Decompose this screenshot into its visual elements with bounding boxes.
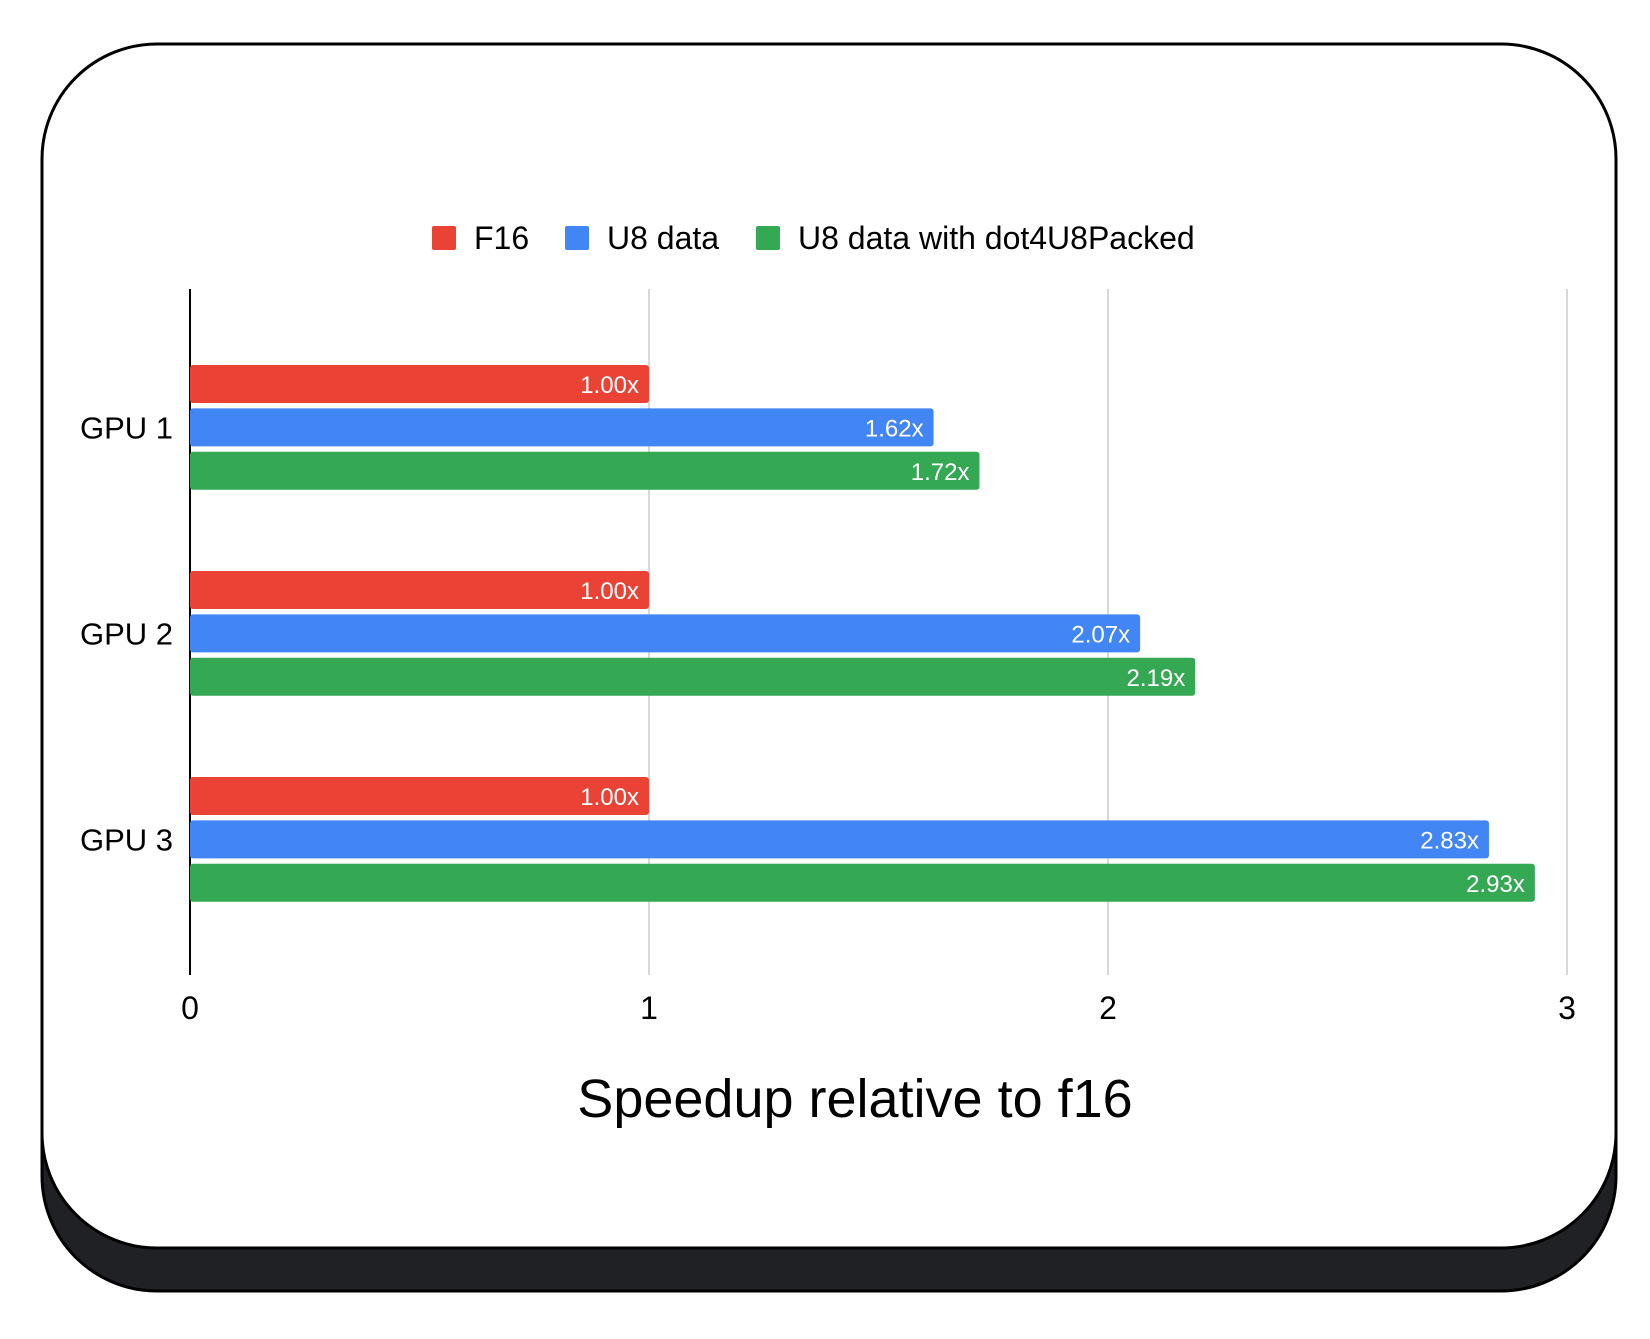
x-tick-label: 2 bbox=[1099, 990, 1117, 1026]
legend-label: U8 data bbox=[607, 220, 719, 256]
bar bbox=[190, 408, 934, 447]
category-label: GPU 1 bbox=[80, 410, 173, 445]
data-label: 1.72x bbox=[911, 459, 970, 486]
bar bbox=[190, 365, 649, 403]
data-label: 1.00x bbox=[580, 372, 639, 399]
x-tick-label: 3 bbox=[1558, 990, 1576, 1026]
bar bbox=[190, 820, 1489, 859]
legend-swatch bbox=[756, 226, 780, 250]
data-label: 1.62x bbox=[865, 415, 924, 442]
x-tick-label: 0 bbox=[181, 990, 199, 1026]
data-label: 1.00x bbox=[580, 578, 639, 605]
bar bbox=[190, 451, 980, 490]
category-label: GPU 3 bbox=[80, 822, 173, 857]
legend-label: U8 data with dot4U8Packed bbox=[798, 220, 1195, 256]
legend-swatch bbox=[432, 226, 456, 250]
x-tick-label: 1 bbox=[640, 990, 658, 1026]
bar bbox=[190, 777, 649, 815]
bar bbox=[190, 657, 1196, 696]
bar bbox=[190, 614, 1141, 653]
data-label: 2.83x bbox=[1420, 827, 1479, 854]
legend-label: F16 bbox=[474, 220, 529, 256]
x-axis-title: Speedup relative to f16 bbox=[577, 1069, 1132, 1129]
legend-swatch bbox=[565, 226, 589, 250]
bar bbox=[190, 571, 649, 609]
data-label: 2.19x bbox=[1126, 665, 1185, 692]
data-label: 1.00x bbox=[580, 784, 639, 811]
data-label: 2.93x bbox=[1466, 871, 1525, 898]
bar bbox=[190, 863, 1535, 902]
data-label: 2.07x bbox=[1071, 621, 1130, 648]
category-label: GPU 2 bbox=[80, 616, 173, 651]
